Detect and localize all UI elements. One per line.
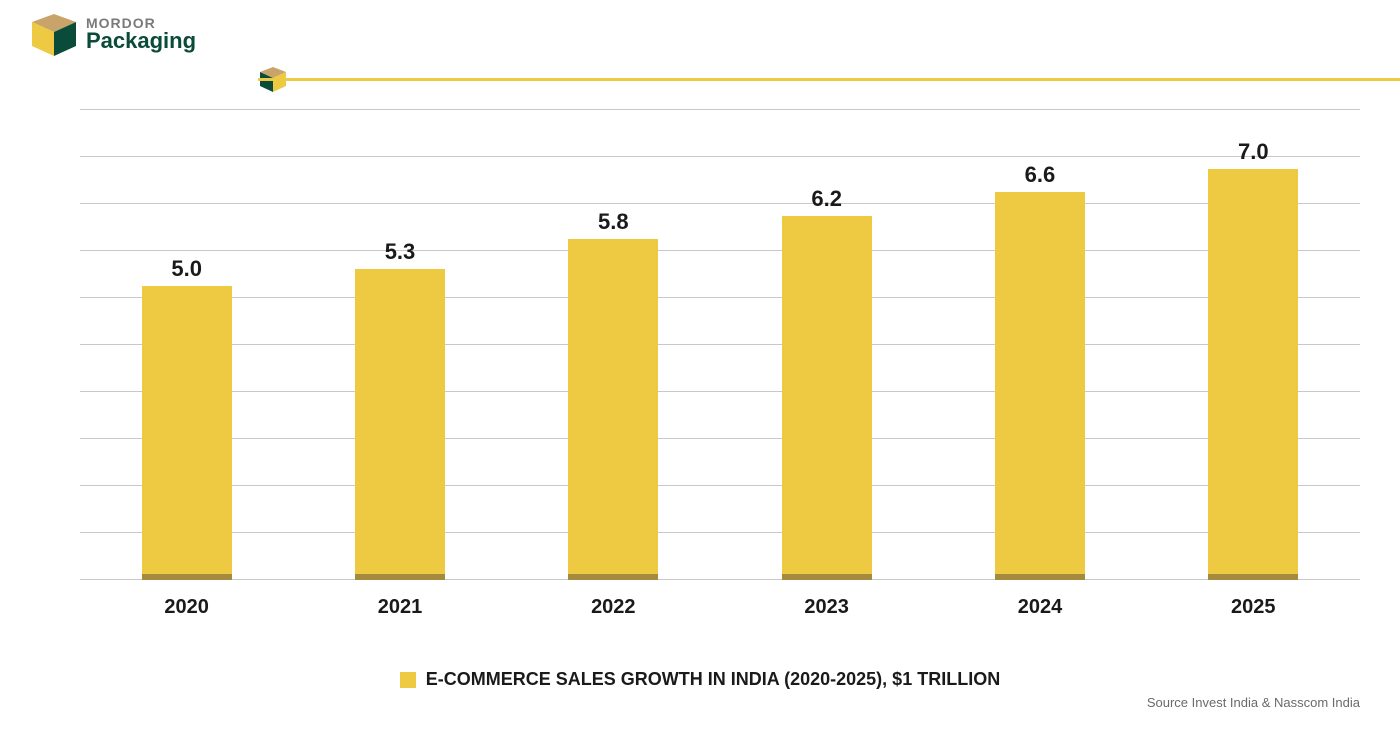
bar-slot: 7.0 (1147, 110, 1360, 580)
x-axis-label: 2025 (1147, 584, 1360, 619)
bar-slot: 5.3 (293, 110, 506, 580)
source-attribution: Source Invest India & Nasscom India (1147, 695, 1360, 710)
bar-slot: 5.0 (80, 110, 293, 580)
logo-line2: Packaging (86, 30, 196, 52)
bar-value-label: 6.2 (811, 186, 842, 212)
bar-value-label: 5.3 (385, 239, 416, 265)
legend-label: E-COMMERCE SALES GROWTH IN INDIA (2020-2… (426, 669, 1000, 690)
x-axis-labels: 202020212022202320242025 (80, 584, 1360, 620)
plot-area: 5.0 5.3 5.8 6.2 6.6 7.0 (80, 110, 1360, 580)
bar-value-label: 6.6 (1025, 162, 1056, 188)
accent-divider (258, 78, 1400, 81)
bar-slot: 6.2 (720, 110, 933, 580)
bar (142, 286, 232, 580)
bar-slot: 6.6 (933, 110, 1146, 580)
x-axis-label: 2022 (507, 584, 720, 619)
legend-swatch (400, 672, 416, 688)
bar (995, 192, 1085, 580)
x-axis-label: 2023 (720, 584, 933, 619)
brand-logo: MORDOR Packaging (30, 10, 196, 58)
bar (568, 239, 658, 580)
bar (1208, 169, 1298, 580)
bar-value-label: 7.0 (1238, 139, 1269, 165)
chart-legend: E-COMMERCE SALES GROWTH IN INDIA (2020-2… (0, 669, 1400, 690)
x-axis-label: 2020 (80, 584, 293, 619)
bar (355, 269, 445, 580)
bar (782, 216, 872, 580)
bar-slot: 5.8 (507, 110, 720, 580)
bar-value-label: 5.8 (598, 209, 629, 235)
x-axis-label: 2024 (933, 584, 1146, 619)
bar-chart: 5.0 5.3 5.8 6.2 6.6 7.0 202020212022202320242… (80, 110, 1360, 620)
logo-box-icon (30, 10, 78, 58)
bar-value-label: 5.0 (171, 256, 202, 282)
x-axis-label: 2021 (293, 584, 506, 619)
bars-container: 5.0 5.3 5.8 6.2 6.6 7.0 (80, 110, 1360, 580)
